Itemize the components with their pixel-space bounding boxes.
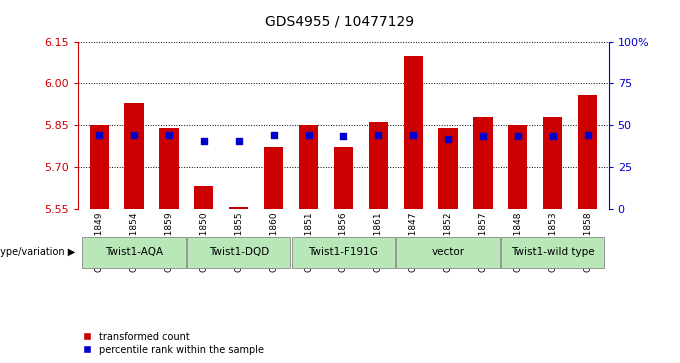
Bar [543, 117, 562, 209]
Bar [334, 147, 353, 209]
Point [233, 138, 244, 143]
Text: vector: vector [432, 247, 464, 257]
Text: Twist1-wild type: Twist1-wild type [511, 247, 594, 257]
FancyBboxPatch shape [396, 237, 500, 268]
Point [303, 132, 314, 138]
Point [338, 134, 349, 139]
Bar [473, 117, 492, 209]
Text: Twist1-AQA: Twist1-AQA [105, 247, 163, 257]
FancyBboxPatch shape [82, 237, 186, 268]
Legend: transformed count, percentile rank within the sample: transformed count, percentile rank withi… [83, 331, 264, 355]
Bar [299, 125, 318, 209]
Point [582, 132, 593, 138]
Bar [194, 187, 214, 209]
Point [373, 132, 384, 138]
Point [199, 138, 209, 143]
Bar [159, 128, 179, 209]
Point [163, 132, 174, 138]
Text: genotype/variation ▶: genotype/variation ▶ [0, 247, 75, 257]
Bar [578, 95, 597, 209]
Bar [229, 207, 248, 209]
Bar [264, 147, 283, 209]
Text: Twist1-DQD: Twist1-DQD [209, 247, 269, 257]
Point [129, 132, 139, 138]
FancyBboxPatch shape [187, 237, 290, 268]
Point [94, 132, 105, 138]
Bar [439, 128, 458, 209]
FancyBboxPatch shape [501, 237, 605, 268]
Bar [90, 125, 109, 209]
FancyBboxPatch shape [292, 237, 395, 268]
Bar [508, 125, 528, 209]
Point [443, 136, 454, 142]
Point [268, 132, 279, 138]
Text: GDS4955 / 10477129: GDS4955 / 10477129 [265, 15, 415, 29]
Bar [124, 103, 143, 209]
Point [513, 134, 524, 139]
Point [477, 134, 488, 139]
Bar [404, 56, 423, 209]
Point [547, 134, 558, 139]
Bar [369, 122, 388, 209]
Text: Twist1-F191G: Twist1-F191G [309, 247, 378, 257]
Point [408, 132, 419, 138]
